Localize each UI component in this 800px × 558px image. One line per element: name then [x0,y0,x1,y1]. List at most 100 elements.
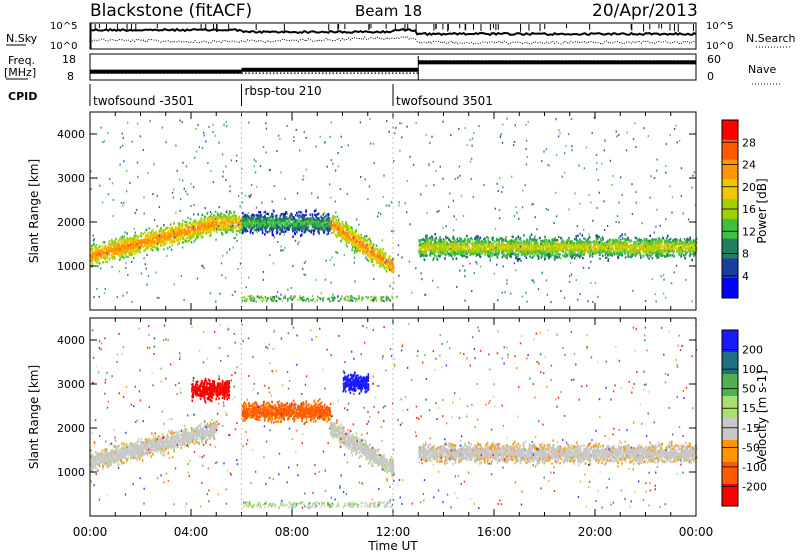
scatter-cell [444,257,446,259]
scatter-cell [376,245,378,247]
beam-label: Beam 18 [355,2,422,20]
scatter-cell [295,227,297,229]
scatter-cell [210,233,212,235]
scatter-cell [114,256,116,258]
scatter-cell [507,254,509,256]
scatter-cell [94,251,96,253]
scatter-cell [327,215,329,217]
scatter-cell [386,270,388,272]
scatter-cell [242,232,244,234]
scatter-cell [167,227,169,229]
scatter-cell [112,256,114,258]
scatter-cell [369,238,371,240]
scatter-cell [217,212,219,214]
scatter-cell [162,230,164,232]
scatter-cell [189,233,191,235]
scatter-cell [314,210,316,212]
scatter-cell [670,238,672,240]
scatter-cell [311,231,313,233]
scatter-cell [318,213,320,215]
scatter-cell [345,244,347,246]
scatter-cell [338,234,340,236]
scatter-cell [183,237,185,239]
scatter-cell [331,232,333,234]
scatter-cell [272,233,274,235]
scatter-cell [124,253,126,255]
scatter-cell [583,237,585,239]
scatter-cell [253,222,255,224]
scatter-cell [352,238,354,240]
freq-unit-label: [MHz] [4,66,36,79]
scatter-cell [115,238,117,240]
scatter-cell [268,218,270,220]
scatter-cell [324,216,326,218]
scatter-cell [183,232,185,234]
scatter-cell [217,224,219,226]
scatter-cell [589,236,591,238]
scatter-cell [120,257,122,259]
scatter-cell [194,223,196,225]
scatter-cell [343,231,345,233]
scatter-cell [190,235,192,237]
scatter-cell [343,224,345,226]
scatter-cell [421,254,423,256]
scatter-cell [330,222,332,224]
scatter-cell [202,231,204,233]
scatter-cell [336,227,338,229]
scatter-cell [116,243,118,245]
scatter-cell [357,247,359,249]
scatter-cell [179,242,181,244]
scatter-cell [379,265,381,267]
scatter-cell [315,227,317,229]
scatter-cell [480,256,482,258]
scatter-cell [307,217,309,219]
scatter-cell [99,262,101,264]
scatter-cell [96,257,98,259]
scatter-cell [364,236,366,238]
scatter-cell [333,231,335,233]
scatter-cell [554,258,556,260]
scatter-cell [299,214,301,216]
scatter-cell [276,232,278,234]
scatter-cell [337,223,339,225]
scatter-cell [98,248,100,250]
scatter-cell [340,228,342,230]
scatter-cell [293,229,295,231]
scatter-cell [320,226,322,228]
scatter-cell [262,224,264,226]
scatter-cell [97,265,99,267]
scatter-cell [182,220,184,222]
scatter-cell [120,245,122,247]
scatter-cell [222,233,224,235]
scatter-cell [173,222,175,224]
scatter-cell [456,257,458,259]
scatter-cell [171,244,173,246]
scatter-cell [346,235,348,237]
scatter-cell [352,232,354,234]
scatter-cell [215,211,217,213]
scatter-cell [379,260,381,262]
scatter-cell [329,217,331,219]
scatter-cell [133,250,135,252]
scatter-cell [189,231,191,233]
scatter-cell [113,244,115,246]
scatter-cell [336,219,338,221]
scatter-cell [265,222,267,224]
scatter-cell [157,225,159,227]
scatter-cell [243,219,245,221]
scatter-cell [176,238,178,240]
scatter-cell [274,222,276,224]
scatter-cell [230,212,232,214]
scatter-cell [112,254,114,256]
scatter-cell [235,215,237,217]
scatter-cell [220,214,222,216]
scatter-cell [103,247,105,249]
scatter-cell [122,256,124,258]
scatter-cell [138,240,140,242]
scatter-cell [312,215,314,217]
scatter-cell [602,238,604,240]
scatter-cell [201,236,203,238]
scatter-cell [374,253,376,255]
scatter-cell [163,224,165,226]
scatter-cell [338,219,340,221]
